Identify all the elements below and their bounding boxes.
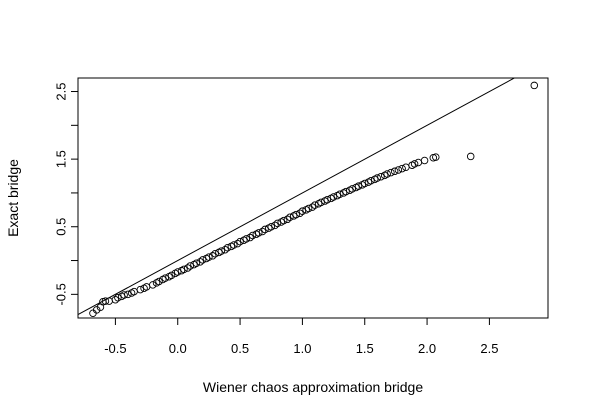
- data-point: [530, 81, 539, 90]
- data-point: [217, 247, 226, 255]
- data-point: [311, 201, 319, 209]
- data-point: [161, 274, 170, 282]
- x-axis-title: Wiener chaos approximation bridge: [203, 379, 423, 395]
- y-axis-title: Exact bridge: [5, 159, 21, 237]
- y-tick-label: -0.5: [54, 283, 69, 305]
- data-point: [348, 185, 357, 193]
- data-point: [387, 168, 395, 177]
- data-point: [342, 187, 350, 196]
- y-tick-label: 2.5: [54, 82, 69, 100]
- reference-line-group: [78, 78, 516, 316]
- reference-line: [78, 78, 516, 316]
- data-point: [246, 233, 254, 242]
- data-point: [180, 265, 188, 274]
- data-point: [298, 207, 307, 215]
- data-point: [466, 152, 475, 161]
- data-point: [336, 190, 344, 199]
- x-axis: -0.5 0.0 0.5 1.0 1.5 2.0 2.5: [104, 317, 498, 356]
- data-point: [211, 250, 219, 258]
- data-point: [120, 291, 128, 299]
- x-tick-label: 1.5: [356, 341, 374, 356]
- data-point: [223, 243, 232, 252]
- data-point: [205, 253, 213, 261]
- data-point: [111, 295, 120, 304]
- x-tick-label: 1.0: [293, 341, 311, 356]
- data-point: [279, 216, 288, 225]
- data-point: [173, 268, 182, 276]
- data-point: [354, 182, 363, 190]
- y-axis: -0.5 0.5 1.5 2.5: [54, 82, 79, 306]
- data-point: [273, 219, 282, 228]
- x-tick-label: 0.0: [169, 341, 187, 356]
- data-point: [329, 193, 338, 201]
- data-point: [432, 153, 440, 161]
- data-point: [283, 215, 292, 224]
- data-point: [390, 167, 399, 176]
- data-point: [296, 209, 304, 217]
- data-point: [367, 177, 375, 185]
- data-point: [377, 172, 385, 181]
- data-point: [258, 227, 267, 236]
- data-point: [233, 239, 242, 248]
- data-point: [360, 179, 369, 188]
- x-tick-label: -0.5: [104, 341, 126, 356]
- data-point: [192, 259, 201, 267]
- data-point: [167, 271, 176, 280]
- data-point: [394, 166, 403, 174]
- data-point: [114, 293, 122, 302]
- data-point: [420, 156, 429, 165]
- data-point: [398, 164, 406, 173]
- data-point: [198, 256, 207, 264]
- y-tick-label: 1.5: [54, 150, 69, 168]
- data-point: [317, 198, 325, 207]
- data-point: [208, 252, 217, 260]
- data-point: [149, 281, 157, 289]
- data-point: [236, 237, 244, 246]
- data-point: [155, 277, 163, 286]
- data-point: [242, 235, 251, 243]
- y-tick-label: 0.5: [54, 218, 69, 236]
- plot-border: [77, 77, 549, 319]
- data-point: [402, 163, 410, 171]
- data-point: [101, 297, 110, 305]
- data-point: [267, 222, 275, 231]
- data-point: [304, 204, 313, 213]
- data-point: [261, 225, 269, 234]
- data-point: [142, 283, 151, 291]
- x-tick-label: 0.5: [231, 341, 249, 356]
- data-point: [221, 245, 229, 254]
- data-point: [410, 160, 419, 168]
- data-point: [286, 213, 294, 222]
- data-point: [92, 306, 101, 314]
- data-point: [308, 203, 317, 211]
- data-point: [196, 258, 204, 266]
- data-point: [124, 290, 132, 299]
- x-tick-label: 2.0: [418, 341, 436, 356]
- x-tick-label: 2.5: [480, 341, 498, 356]
- data-point: [248, 231, 257, 240]
- data-point: [383, 170, 391, 178]
- data-point: [255, 229, 263, 237]
- points-group: [89, 81, 539, 318]
- data-point: [271, 221, 279, 230]
- data-point: [230, 241, 238, 249]
- data-point: [373, 174, 381, 182]
- data-point: [292, 210, 300, 219]
- data-point: [136, 285, 145, 294]
- data-point: [186, 262, 194, 270]
- data-point: [414, 158, 423, 167]
- data-point: [130, 287, 138, 296]
- data-point: [323, 195, 332, 204]
- data-point: [183, 264, 192, 272]
